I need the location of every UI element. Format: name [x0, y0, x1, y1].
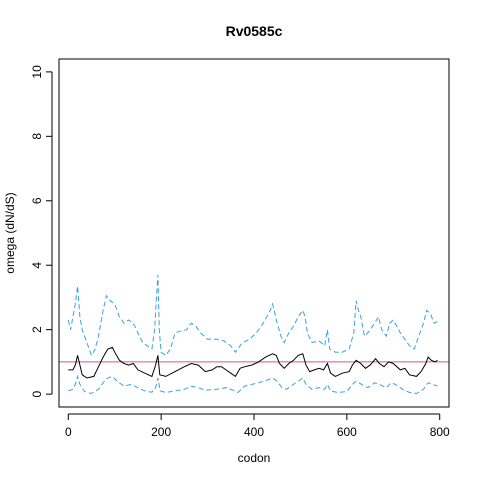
x-tick-label: 0 — [65, 425, 72, 439]
y-tick-label: 6 — [30, 197, 44, 204]
chart-title: Rv0585c — [226, 23, 283, 39]
x-tick-label: 800 — [430, 425, 450, 439]
y-tick-label: 10 — [30, 65, 44, 79]
x-tick-label: 600 — [337, 425, 357, 439]
plot-frame — [58, 58, 450, 408]
x-axis-label: codon — [238, 451, 271, 465]
y-axis-label: omega (dN/dS) — [3, 192, 17, 273]
x-tick-label: 200 — [151, 425, 171, 439]
series-layer — [67, 274, 438, 395]
dashed-series-line-1 — [67, 274, 438, 357]
solid-series-line-0 — [68, 346, 438, 379]
y-tick-label: 2 — [30, 326, 44, 333]
axes: 0 200 400 600 800 0 2 4 6 8 10 — [30, 65, 450, 439]
y-tick-label: 8 — [30, 133, 44, 140]
x-tick-label: 400 — [244, 425, 264, 439]
dashed-series-line-2 — [68, 374, 438, 395]
y-tick-label: 4 — [30, 262, 44, 269]
y-tick-label: 0 — [30, 390, 44, 397]
